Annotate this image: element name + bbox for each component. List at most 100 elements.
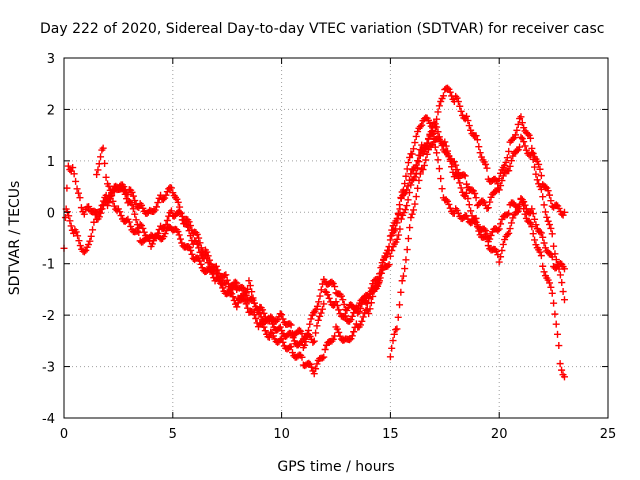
data-point <box>498 246 506 254</box>
data-point <box>433 149 441 157</box>
data-point <box>531 236 539 244</box>
data-point <box>187 246 195 254</box>
data-point <box>185 218 193 226</box>
data-point <box>412 132 420 140</box>
data-point <box>520 138 528 146</box>
data-point <box>313 360 321 368</box>
data-point <box>499 240 507 248</box>
data-point <box>335 306 343 314</box>
data-point <box>276 310 284 318</box>
data-point <box>80 248 88 256</box>
data-point <box>279 315 287 323</box>
data-point <box>386 232 394 240</box>
data-point <box>317 309 325 317</box>
data-point <box>552 320 560 328</box>
data-point <box>558 366 566 374</box>
data-point <box>401 265 409 273</box>
data-point <box>348 332 356 340</box>
data-point <box>414 184 422 192</box>
data-point <box>396 225 404 233</box>
data-point <box>533 176 541 184</box>
data-point <box>261 327 269 335</box>
data-point <box>539 233 547 241</box>
data-point <box>128 188 136 196</box>
data-point <box>217 280 225 288</box>
data-point <box>195 234 203 242</box>
y-tick-label: -3 <box>42 361 55 376</box>
data-point <box>461 172 469 180</box>
data-point <box>212 262 220 270</box>
x-tick-label: 25 <box>600 427 617 442</box>
data-point <box>424 135 432 143</box>
data-point <box>93 171 101 179</box>
data-point <box>313 302 321 310</box>
y-tick-label: 2 <box>47 103 55 118</box>
data-point <box>532 221 540 229</box>
data-point <box>446 157 454 165</box>
data-point <box>502 158 510 166</box>
data-point <box>445 153 453 161</box>
data-point <box>446 88 454 96</box>
data-point <box>289 334 297 342</box>
data-point <box>269 320 277 328</box>
data-point <box>415 158 423 166</box>
data-point <box>377 269 385 277</box>
data-point <box>313 322 321 330</box>
data-point <box>407 181 415 189</box>
data-point <box>267 317 275 325</box>
data-point <box>193 230 201 238</box>
data-point <box>494 226 502 234</box>
data-point <box>308 363 316 371</box>
data-point <box>479 197 487 205</box>
data-point <box>537 185 545 193</box>
data-point <box>499 172 507 180</box>
data-point <box>197 260 205 268</box>
data-point <box>375 279 383 287</box>
data-point <box>245 277 253 285</box>
data-point <box>501 161 509 169</box>
data-point <box>82 246 90 254</box>
data-point <box>521 142 529 150</box>
data-point <box>546 279 554 287</box>
data-point <box>337 292 345 300</box>
data-point <box>505 229 513 237</box>
grid <box>64 58 608 418</box>
data-point <box>505 167 513 175</box>
data-point <box>424 116 432 124</box>
data-point <box>320 353 328 361</box>
data-point <box>248 295 256 303</box>
data-point <box>162 191 170 199</box>
data-point <box>356 321 364 329</box>
data-point <box>544 217 552 225</box>
data-point <box>526 134 534 142</box>
data-point <box>159 195 167 203</box>
data-point <box>312 329 320 337</box>
data-point <box>491 188 499 196</box>
data-point <box>287 343 295 351</box>
data-point <box>89 226 97 234</box>
data-point <box>497 182 505 190</box>
data-point <box>306 320 314 328</box>
data-point <box>452 170 460 178</box>
data-point <box>90 218 98 226</box>
data-point <box>408 150 416 158</box>
data-point <box>420 161 428 169</box>
data-point <box>105 182 113 190</box>
data-point <box>472 214 480 222</box>
data-point <box>480 225 488 233</box>
data-point <box>548 289 556 297</box>
data-point <box>473 221 481 229</box>
data-point <box>495 225 503 233</box>
x-tick-label: 0 <box>60 427 68 442</box>
data-point <box>342 312 350 320</box>
data-point <box>150 208 158 216</box>
data-point <box>396 301 404 309</box>
data-point <box>97 205 105 213</box>
data-point <box>254 306 262 314</box>
data-point <box>552 256 560 264</box>
data-point <box>414 157 422 165</box>
data-point <box>288 349 296 357</box>
data-point <box>380 256 388 264</box>
data-point <box>414 128 422 136</box>
data-point <box>497 220 505 228</box>
